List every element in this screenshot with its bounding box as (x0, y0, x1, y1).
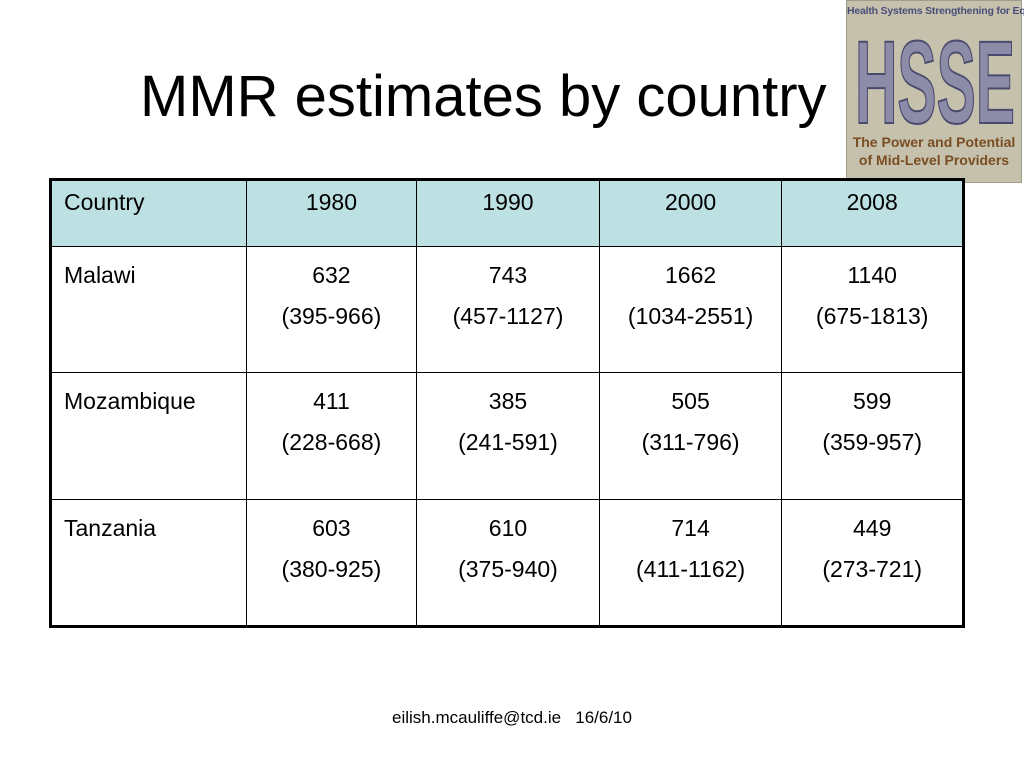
logo-tagline-line1: The Power and Potential (852, 134, 1016, 150)
country-cell: Malawi (50, 245, 247, 374)
footer-date: 16/6/10 (575, 708, 632, 727)
mmr-range: (241-591) (458, 429, 558, 456)
mmr-value: 1662 (664, 262, 717, 288)
country-cell: Tanzania (50, 498, 247, 628)
data-cell: 449 (273-721) (781, 498, 964, 628)
data-cell: 632 (395-966) (245, 245, 418, 374)
mmr-range: (273-721) (822, 555, 923, 582)
mmr-range: (311-796) (641, 429, 740, 456)
mmr-range: (1034-2551) (627, 303, 754, 329)
mmr-range: (359-957) (822, 429, 923, 456)
data-cell: 411 (228-668) (245, 372, 418, 500)
logo-top-text: Health Systems Strengthening for Equity (847, 5, 1024, 17)
mmr-value: 743 (488, 262, 528, 288)
table-header-row: Country 1980 1990 2000 2008 (50, 179, 964, 247)
logo-letters-text: HSSE (855, 23, 1015, 129)
country-cell: Mozambique (50, 372, 247, 500)
data-cell: 1140 (675-1813) (781, 245, 964, 374)
mmr-range: (675-1813) (815, 303, 929, 329)
data-cell: 603 (380-925) (245, 498, 418, 628)
mmr-value: 385 (488, 388, 528, 415)
column-header: 2008 (781, 179, 964, 247)
logo-letters: HSSE (854, 23, 1016, 129)
table-row: Tanzania 603 (380-925) 610 (375-940) 714 (4… (50, 498, 964, 628)
table-row: Mozambique 411 (228-668) 385 (241-591) 505… (50, 372, 964, 500)
mmr-value: 411 (313, 388, 350, 415)
column-header: Country (50, 179, 247, 247)
data-cell: 714 (411-1162) (598, 498, 783, 628)
mmr-range: (411-1162) (636, 555, 746, 582)
slide-title: MMR estimates by country (140, 64, 827, 129)
mmr-value: 599 (853, 388, 892, 415)
mmr-table: Country 1980 1990 2000 2008 Malawi 632 (3… (49, 178, 965, 628)
logo-tagline: The Power and Potential of Mid-Level Pro… (847, 133, 1021, 169)
logo-tagline-line2: of Mid-Level Providers (858, 152, 1010, 168)
mmr-range: (375-940) (458, 555, 558, 582)
mmr-range: (228-668) (281, 429, 382, 456)
data-cell: 743 (457-1127) (416, 245, 600, 374)
data-cell: 610 (375-940) (416, 498, 600, 628)
mmr-value: 449 (853, 514, 892, 541)
mmr-value: 603 (312, 514, 351, 541)
mmr-value: 610 (488, 514, 528, 541)
mmr-value: 714 (671, 514, 710, 541)
data-cell: 385 (241-591) (416, 372, 600, 500)
mmr-value: 632 (312, 262, 351, 288)
table-row: Malawi 632 (395-966) 743 (457-1127) 1662 (1… (50, 245, 964, 374)
column-header: 1980 (245, 179, 418, 247)
mmr-range: (380-925) (281, 555, 382, 582)
mmr-value: 1140 (847, 262, 897, 288)
footer-email: eilish.mcauliffe@tcd.ie (392, 708, 562, 727)
slide-footer: eilish.mcauliffe@tcd.ie 16/6/10 (0, 708, 1024, 728)
data-cell: 505 (311-796) (598, 372, 783, 500)
column-header: 1990 (416, 179, 600, 247)
column-header: 2000 (598, 179, 783, 247)
mmr-range: (395-966) (281, 303, 382, 329)
data-cell: 1662 (1034-2551) (598, 245, 783, 374)
mmr-range: (457-1127) (452, 303, 564, 329)
mmr-value: 505 (671, 388, 710, 415)
hsse-logo: Health Systems Strengthening for Equity … (846, 0, 1024, 183)
data-cell: 599 (359-957) (781, 372, 964, 500)
